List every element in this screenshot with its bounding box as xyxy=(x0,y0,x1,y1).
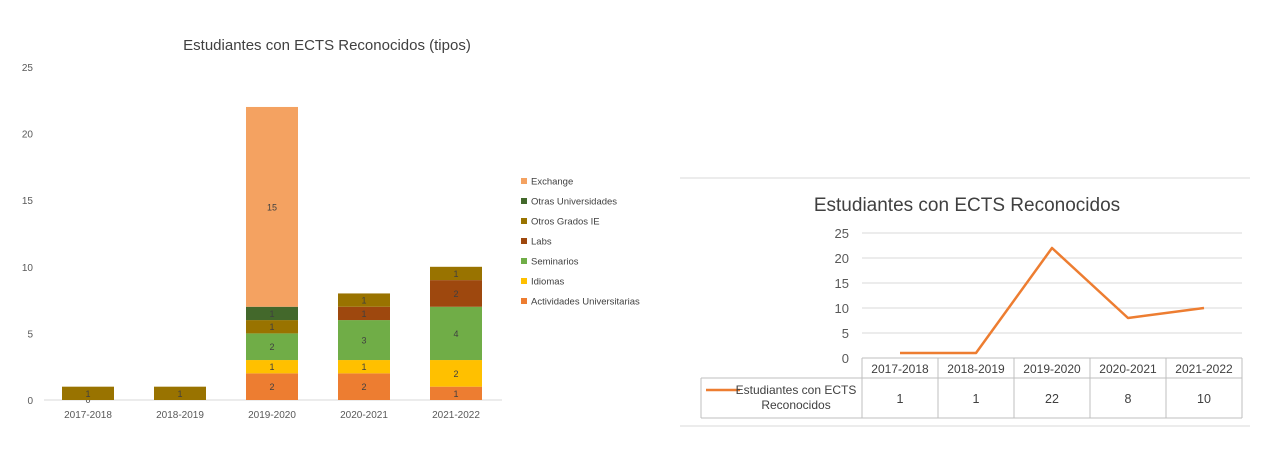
chart1-bars: 01121211152131112421 xyxy=(62,106,482,405)
chart2-title: Estudiantes con ECTS Reconocidos xyxy=(814,195,1120,216)
bar-data-label: 2 xyxy=(361,382,366,392)
chart2-y-tick-label: 0 xyxy=(842,351,849,366)
bar-data-label: 3 xyxy=(361,336,366,346)
table-header-cell: 2019-2020 xyxy=(1023,362,1081,376)
chart2-y-tick-label: 20 xyxy=(835,251,849,266)
bar-data-label: 1 xyxy=(361,309,366,319)
legend-label: Otros Grados IE xyxy=(531,217,600,228)
bar-data-label: 1 xyxy=(85,389,90,399)
bar-segment xyxy=(430,360,482,387)
bar-data-label: 1 xyxy=(269,362,274,372)
chart1-x-tick-label: 2020-2021 xyxy=(340,410,388,421)
bar-data-label: 15 xyxy=(267,202,277,212)
chart1-title: Estudiantes con ECTS Reconocidos (tipos) xyxy=(183,37,471,54)
bar-data-label: 2 xyxy=(269,382,274,392)
bar-data-label: 1 xyxy=(361,296,366,306)
legend-label: Otras Universidades xyxy=(531,197,617,208)
bar-segment xyxy=(338,293,390,307)
table-header-cell: 2021-2022 xyxy=(1175,362,1233,376)
bar-data-label: 2 xyxy=(453,369,458,379)
bar-segment xyxy=(430,266,482,281)
bar-segment xyxy=(430,280,482,307)
chart1-x-tick-label: 2019-2020 xyxy=(248,410,296,421)
legend-swatch xyxy=(521,238,527,244)
bar-data-label: 1 xyxy=(453,269,458,279)
bar-data-label: 1 xyxy=(453,389,458,399)
chart1-x-tick-label: 2017-2018 xyxy=(64,410,112,421)
legend-swatch xyxy=(521,278,527,284)
chart2-y-tick-label: 15 xyxy=(835,276,849,291)
legend-swatch xyxy=(521,178,527,184)
bar-segment xyxy=(430,386,482,400)
chart1-x-tick-label: 2018-2019 xyxy=(156,410,204,421)
chart2-y-tick-label: 25 xyxy=(835,226,849,241)
table-series-label: Estudiantes con ECTS xyxy=(736,383,857,397)
bar-data-label: 1 xyxy=(269,309,274,319)
chart1-x-tick-label: 2021-2022 xyxy=(432,410,480,421)
table-header-cell: 2017-2018 xyxy=(871,362,929,376)
chart1-y-tick-label: 25 xyxy=(22,63,34,74)
legend-swatch xyxy=(521,258,527,264)
bar-segment xyxy=(246,106,298,307)
bar-segment xyxy=(246,360,298,374)
bar-segment xyxy=(338,360,390,374)
legend-label: Idiomas xyxy=(531,277,565,288)
legend-label: Actividades Universitarias xyxy=(531,297,640,308)
table-header-cell: 2020-2021 xyxy=(1099,362,1157,376)
chart2-y-axis: 0 5 10 15 20 25 xyxy=(835,226,849,366)
legend-swatch xyxy=(521,298,527,304)
bar-data-label: 1 xyxy=(177,389,182,399)
chart1-y-tick-label: 0 xyxy=(27,396,33,407)
table-value-cell: 8 xyxy=(1125,392,1132,406)
series-line xyxy=(900,246,1205,355)
table-value-cell: 22 xyxy=(1045,392,1059,406)
chart1-y-axis: 0 5 10 15 20 25 xyxy=(22,63,34,407)
legend-swatch xyxy=(521,198,527,204)
chart1-y-tick-label: 10 xyxy=(22,263,34,274)
table-value-cell: 1 xyxy=(897,392,904,406)
table-value-cell: 10 xyxy=(1197,392,1211,406)
bar-segment xyxy=(338,306,390,321)
legend-label: Seminarios xyxy=(531,257,579,268)
chart2-y-tick-label: 10 xyxy=(835,301,849,316)
chart1-y-tick-label: 15 xyxy=(22,196,34,207)
chart1-y-tick-label: 5 xyxy=(27,329,33,340)
bar-segment xyxy=(62,386,114,400)
bar-data-label: 2 xyxy=(269,342,274,352)
bar-segment xyxy=(246,373,298,400)
chart2-gridlines xyxy=(862,232,1242,334)
bar-data-label: 4 xyxy=(453,329,458,339)
table-value-cell: 1 xyxy=(973,392,980,406)
bar-segment xyxy=(246,333,298,361)
chart2-series-line xyxy=(899,246,1205,355)
legend-label: Labs xyxy=(531,237,552,248)
chart1-legend: Exchange Otras Universidades Otros Grados … xyxy=(521,177,640,308)
chart2-frame xyxy=(680,177,1250,427)
bar-data-label: 1 xyxy=(269,322,274,332)
legend-swatch xyxy=(521,218,527,224)
chart2-data-table: 2017-2018 2018-2019 2019-2020 2020-2021 2021… xyxy=(700,357,1243,419)
legend-label: Exchange xyxy=(531,177,573,188)
table-header-cell: 2018-2019 xyxy=(947,362,1005,376)
bar-segment xyxy=(338,320,390,361)
chart1-y-tick-label: 20 xyxy=(22,130,34,141)
bar-segment xyxy=(246,306,298,321)
bar-segment xyxy=(338,373,390,400)
bar-data-label: 1 xyxy=(361,362,366,372)
chart2-y-tick-label: 5 xyxy=(842,326,849,341)
bar-segment xyxy=(154,386,206,400)
table-series-label: Reconocidos xyxy=(761,398,830,412)
bar-data-label: 2 xyxy=(453,289,458,299)
bar-segment xyxy=(430,306,482,361)
bar-segment xyxy=(246,320,298,334)
